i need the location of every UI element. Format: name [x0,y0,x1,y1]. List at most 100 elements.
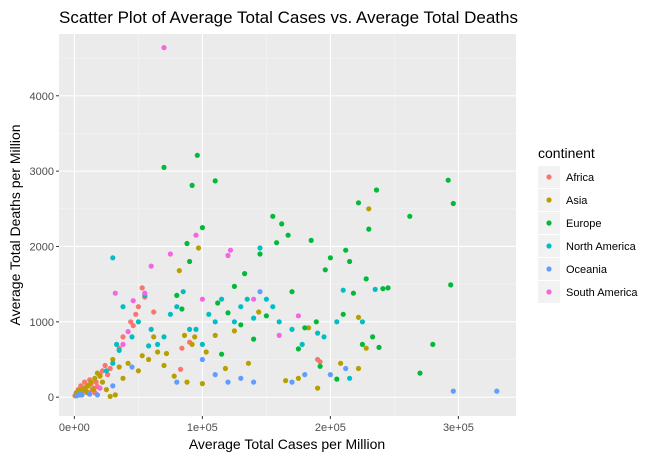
y-tick-label: 1000 [30,317,54,329]
data-point [299,341,305,347]
data-point [225,379,231,385]
data-point [251,379,257,385]
data-point [231,283,237,289]
series-north-america [103,245,378,381]
data-point [79,392,85,398]
data-point [195,245,202,251]
data-point [315,385,321,391]
data-point [355,200,362,206]
legend-key-point [546,289,552,295]
data-point [174,379,180,385]
legend-label: Asia [566,195,588,207]
data-point [355,365,362,372]
data-point [130,298,136,304]
data-point [450,388,456,394]
data-point [370,334,376,340]
data-point [187,258,193,265]
data-point [187,326,193,332]
legend-key-point [546,266,552,272]
data-point [146,356,152,363]
data-point [231,319,237,325]
data-point [219,351,225,357]
data-point [179,345,185,351]
data-point [295,375,301,381]
data-point [116,364,122,370]
data-point [181,332,188,338]
x-axis-ticks: 0e+00 1e+05 2e+05 3e+05 [59,416,474,434]
legend-item: North America [538,235,637,257]
data-point [347,375,353,381]
data-point [340,311,346,317]
data-point [148,263,154,269]
data-point [110,356,116,363]
data-point [114,341,120,347]
legend-item: Oceania [538,258,608,280]
data-point [163,350,170,357]
data-point [334,376,340,382]
data-point [189,341,195,347]
data-point [120,304,126,310]
legend-key-point [546,174,552,180]
y-tick-label: 4000 [30,91,54,103]
data-point [313,319,319,325]
data-point [120,341,126,347]
data-point [407,213,413,219]
grid-lines [59,34,516,416]
data-point [199,356,205,363]
data-point [97,373,103,379]
data-point [120,375,126,381]
data-point [102,362,108,369]
data-point [184,240,190,247]
data-point [199,296,205,302]
data-point [135,319,141,325]
series-europe [161,152,456,382]
data-point [206,311,212,317]
x-tick-label: 1e+05 [187,422,218,434]
data-point [295,346,301,352]
data-point [212,372,218,378]
y-axis-ticks: 0 1000 2000 3000 4000 [30,91,59,404]
data-point [270,213,276,219]
plot-panel [59,34,516,416]
data-point [340,287,346,293]
data-point [302,325,308,331]
x-tick-label: 3e+05 [443,422,474,434]
data-point [88,379,94,385]
legend-item: South America [538,281,638,303]
data-point [321,334,327,340]
legend-key-point [546,197,552,203]
legend-label: Europe [566,218,601,230]
data-point [128,319,134,325]
data-point [107,365,113,372]
data-point [125,329,131,335]
data-point [112,392,118,398]
data-point [161,362,167,369]
data-point [167,251,173,257]
data-point [227,247,234,253]
data-point [199,341,205,347]
data-point [289,326,295,332]
data-point [203,349,209,355]
data-point [120,334,126,340]
data-point [315,330,321,336]
legend-title: continent [538,145,595,161]
data-point [308,237,314,243]
data-point [148,326,154,332]
legend-label: North America [566,241,637,253]
data-point [257,289,263,295]
legend-item: Asia [538,189,588,211]
y-tick-label: 3000 [30,166,54,178]
data-point [92,375,98,381]
data-point [189,182,195,188]
data-point [133,311,139,317]
data-point [179,306,185,312]
data-point [366,226,372,232]
data-point [430,341,436,347]
data-point [139,285,145,291]
data-point [110,360,116,366]
data-point [129,334,135,340]
data-point [87,391,93,397]
data-point [251,296,257,302]
data-point [445,177,451,183]
